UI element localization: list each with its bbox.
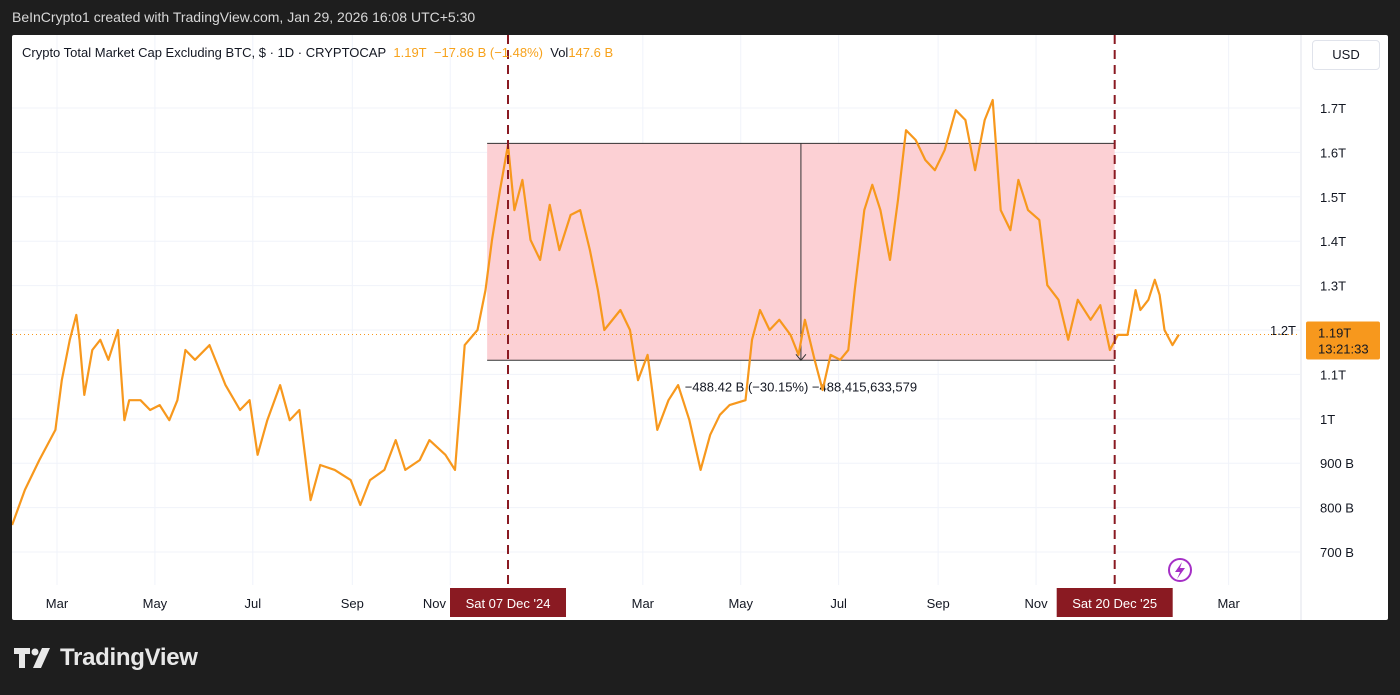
x-tick-label: Jul xyxy=(830,596,847,611)
x-tick-label: Sep xyxy=(927,596,950,611)
price-chart[interactable]: 700 B 800 B 900 B 1T 1.1T 1.2T 1.3T 1.4T 1.5T 1.6… xyxy=(12,35,1388,620)
symbol-legend: Crypto Total Market Cap Excluding BTC, $… xyxy=(22,45,613,60)
y-tick-label: 800 B xyxy=(1320,501,1354,516)
x-tick-label: Mar xyxy=(46,596,69,611)
date-marker-label: Sat 20 Dec '25 xyxy=(1072,596,1157,611)
lightning-icon-bolt xyxy=(1175,562,1185,579)
y-tick-label: 700 B xyxy=(1320,545,1354,560)
x-tick-label: May xyxy=(728,596,753,611)
range-arrow-icon xyxy=(795,353,807,362)
y-tick-label: 1.3T xyxy=(1320,279,1346,294)
x-tick-label: Mar xyxy=(1217,596,1240,611)
y-tick-label: 1.6T xyxy=(1320,145,1346,160)
tradingview-logo: TradingView xyxy=(14,640,198,676)
y-tick-label: 1.2T xyxy=(1270,323,1296,338)
y-tick-label: 1.7T xyxy=(1320,101,1346,116)
volume-value: 147.6 B xyxy=(568,45,614,60)
last-value: 1.19T xyxy=(393,45,427,60)
symbol-title: Crypto Total Market Cap Excluding BTC, $… xyxy=(22,45,387,60)
tradingview-logo-icon xyxy=(14,648,50,668)
price-series-line xyxy=(12,98,1180,526)
date-marker-box xyxy=(1056,588,1173,617)
date-marker-box xyxy=(450,588,567,617)
x-tick-label: Nov xyxy=(1024,596,1048,611)
change-value: −17.86 B (−1.48%) xyxy=(433,45,543,60)
x-tick-label: Nov xyxy=(423,596,447,611)
x-tick-label: Jul xyxy=(244,596,261,611)
bar-countdown: 13:21:33 xyxy=(1318,341,1369,356)
last-price-value: 1.19T xyxy=(1318,325,1351,340)
volume-label: Vol xyxy=(550,45,569,60)
x-tick-label: Sep xyxy=(341,596,364,611)
brand-name: TradingView xyxy=(60,644,198,671)
y-tick-label: 900 B xyxy=(1320,456,1354,471)
x-tick-label: May xyxy=(143,596,168,611)
y-tick-label: 1T xyxy=(1320,412,1335,427)
date-marker-label: Sat 07 Dec '24 xyxy=(466,596,551,611)
last-price-tag xyxy=(1306,321,1380,360)
lightning-icon xyxy=(1168,558,1192,582)
chart-panel[interactable]: Crypto Total Market Cap Excluding BTC, $… xyxy=(12,35,1388,620)
y-tick-label: 1.4T xyxy=(1320,234,1346,249)
attribution-text: BeInCrypto1 created with TradingView.com… xyxy=(12,9,476,25)
x-tick-label: Mar xyxy=(632,596,655,611)
currency-button[interactable]: USD xyxy=(1312,40,1380,70)
y-tick-label: 1.1T xyxy=(1320,367,1346,382)
lightning-icon-ring xyxy=(1168,558,1192,582)
range-measure-label: −488.42 B (−30.15%) −488,415,633,579 xyxy=(685,379,917,394)
y-tick-label: 1.5T xyxy=(1320,190,1346,205)
